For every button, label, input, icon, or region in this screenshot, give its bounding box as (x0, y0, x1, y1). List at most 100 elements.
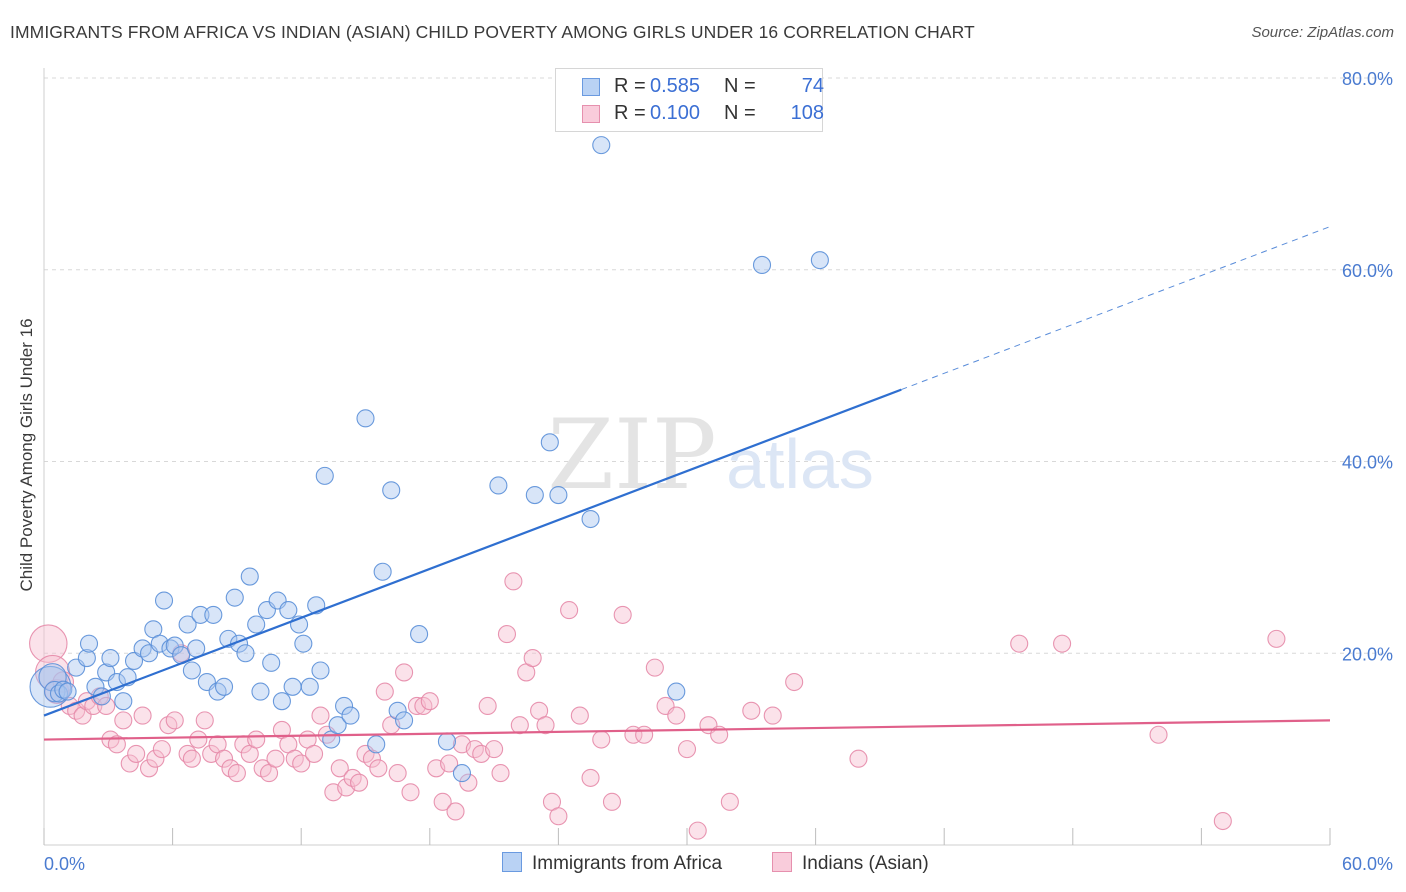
data-point (29, 624, 68, 663)
data-point (315, 466, 334, 485)
data-point (305, 744, 324, 763)
africa-trend-line (43, 388, 902, 717)
gridlines (44, 77, 1392, 654)
data-point (247, 615, 266, 634)
y-tick-label: 60.0% (1342, 261, 1393, 281)
data-point (489, 476, 508, 495)
data-point (214, 677, 234, 696)
y-tick-label: 80.0% (1342, 69, 1393, 89)
data-point (437, 732, 456, 751)
data-point (549, 807, 568, 826)
data-point (146, 749, 165, 768)
source-credit: Source: ZipAtlas.com (1251, 24, 1394, 41)
correlation-legend: R = 0.585 N = 74 R = 0.100 N = 108 (555, 68, 824, 132)
data-point (182, 749, 201, 768)
data-point (540, 433, 559, 452)
data-point (283, 677, 302, 696)
data-point (204, 605, 223, 624)
data-point (369, 759, 388, 778)
data-point (114, 692, 133, 711)
data-point (225, 588, 244, 607)
bottom-legend-africa[interactable]: Immigrants from Africa (502, 852, 722, 875)
data-point (356, 409, 375, 428)
data-point (294, 634, 313, 653)
data-point (720, 792, 739, 811)
legend-n-value: 74 (801, 75, 824, 97)
data-point (251, 682, 270, 701)
data-point (581, 768, 600, 787)
data-point (165, 711, 184, 730)
data-point (79, 634, 99, 653)
data-point (536, 716, 555, 735)
data-point (38, 663, 67, 692)
data-point (667, 706, 686, 725)
data-point (154, 591, 174, 610)
data-point (440, 754, 459, 773)
data-point (549, 486, 568, 505)
data-point (328, 716, 347, 735)
africa-legend-swatch (502, 852, 522, 872)
data-point (341, 706, 360, 725)
data-point (667, 682, 686, 701)
data-point (107, 735, 126, 754)
data-point (262, 653, 281, 672)
data-point (410, 625, 429, 644)
data-point (1213, 811, 1232, 831)
data-point (635, 725, 654, 744)
data-point (247, 730, 266, 749)
africa-legend-label: Immigrants from Africa (532, 853, 723, 874)
data-point (523, 648, 542, 668)
data-point (279, 601, 298, 620)
data-point (478, 696, 497, 716)
data-point (362, 749, 381, 768)
data-point (139, 759, 159, 778)
data-point (114, 711, 133, 730)
data-point (195, 711, 214, 730)
data-point (165, 636, 184, 655)
data-point (485, 740, 504, 759)
indian-legend-label: Indians (Asian) (802, 853, 929, 874)
data-point (401, 783, 420, 802)
data-point (97, 696, 116, 716)
data-point (810, 251, 829, 270)
watermark-zip: ZIP (547, 399, 716, 511)
data-point (367, 735, 386, 754)
legend-r-label: R = (614, 75, 646, 97)
data-point (446, 802, 465, 821)
data-point (189, 730, 208, 749)
data-point (677, 740, 697, 759)
data-point (350, 773, 369, 792)
legend-n-label: N = (724, 102, 756, 124)
legend-n-label: N = (724, 75, 756, 97)
data-point (227, 764, 246, 783)
tick-labels: 20.0% 40.0% 60.0% 80.0% 0.0% 60.0% (44, 69, 1393, 874)
data-point (178, 615, 197, 634)
data-point (592, 730, 611, 749)
data-point (1267, 629, 1286, 648)
data-point (240, 567, 259, 586)
data-point (77, 648, 96, 668)
chart-title: IMMIGRANTS FROM AFRICA VS INDIAN (ASIAN)… (10, 22, 975, 42)
data-point (433, 792, 452, 811)
data-point (214, 749, 234, 768)
bottom-legend-indian[interactable]: Indians (Asian) (772, 852, 929, 875)
data-point (459, 773, 478, 792)
legend-r-label: R = (614, 102, 646, 124)
data-point (335, 696, 354, 716)
data-point (645, 658, 664, 677)
data-point (395, 663, 414, 682)
africa-swatch (582, 78, 600, 96)
data-point (510, 716, 529, 735)
indian-swatch (582, 105, 600, 123)
data-point (785, 672, 804, 692)
data-point (752, 255, 772, 275)
y-tick-label: 20.0% (1342, 644, 1393, 664)
data-point (311, 661, 330, 680)
trend-lines (43, 226, 1331, 741)
data-point (525, 486, 544, 505)
data-point (375, 682, 394, 701)
data-point (150, 634, 169, 653)
data-point (491, 764, 510, 783)
data-point (272, 692, 291, 711)
